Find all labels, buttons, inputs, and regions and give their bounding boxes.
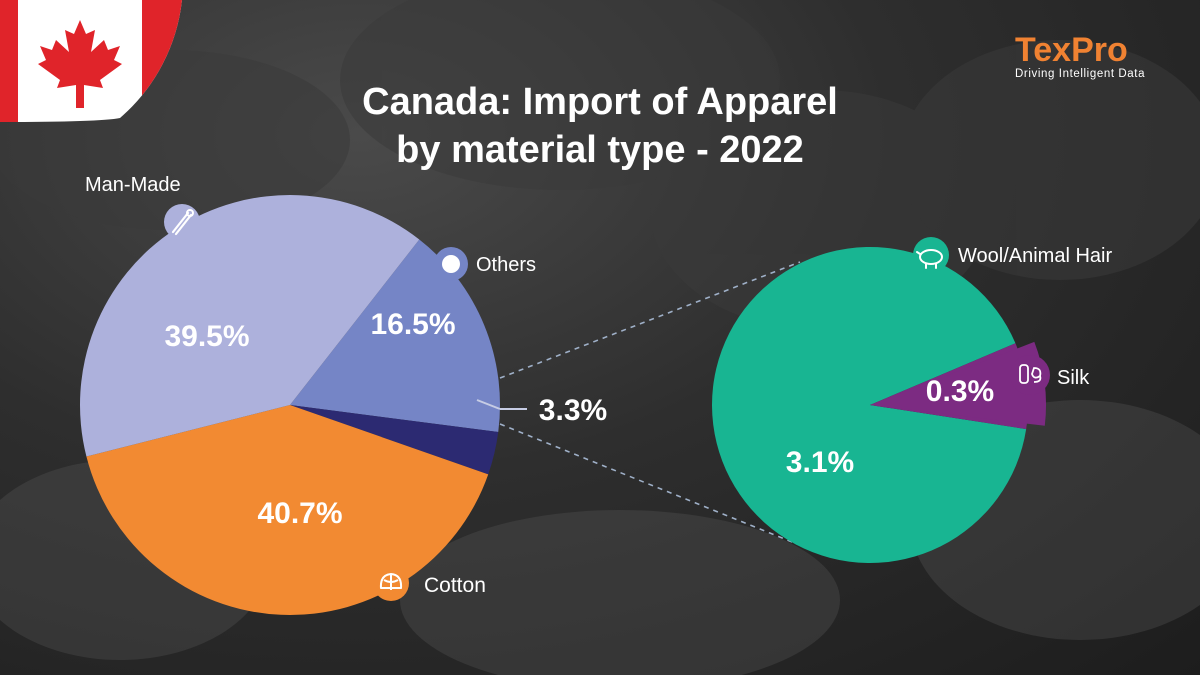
- label-man-made-name: Man-Made: [85, 174, 181, 196]
- page-title: Canada: Import of Apparel by material ty…: [0, 78, 1200, 174]
- pie-slice-wool: [711, 246, 1027, 563]
- detail-pie: [711, 246, 1046, 563]
- dot-icon: [434, 247, 468, 281]
- label-silk-name: Silk: [1057, 367, 1090, 389]
- pie-slice-others: [290, 239, 500, 433]
- label-others-value: 16.5%: [370, 308, 455, 341]
- label-man-made-value: 39.5%: [164, 320, 249, 353]
- maple-leaf-icon: [38, 20, 122, 108]
- safety-pin-icon: [164, 204, 200, 240]
- texpro-logo: TexPro Driving Intelligent Data: [1015, 32, 1185, 80]
- label-wool-value: 3.1%: [786, 446, 854, 479]
- silkworm-icon: [1010, 355, 1050, 395]
- connector-line-top: [499, 261, 801, 379]
- label-others-name: Others: [476, 254, 536, 276]
- sheep-icon: [913, 237, 949, 273]
- title-line-1: Canada: Import of Apparel: [362, 81, 838, 123]
- label-gap-value: 3.3%: [539, 394, 607, 427]
- label-cotton-name: Cotton: [424, 574, 486, 597]
- connector-line-bottom: [499, 423, 803, 547]
- pie-slice-silk-extent: [870, 341, 1046, 426]
- label-wool-name: Wool/Animal Hair: [958, 245, 1112, 267]
- title-line-2: by material type - 2022: [396, 129, 804, 171]
- logo-wordmark: TexPro: [1015, 31, 1128, 69]
- label-cotton-value: 40.7%: [257, 497, 342, 530]
- logo-tagline: Driving Intelligent Data: [1015, 68, 1146, 80]
- pie-slice-man-made: [79, 194, 420, 457]
- pie-slice-wool-silk: [290, 405, 499, 475]
- gap-slice-leader: [476, 399, 501, 410]
- cotton-flower-icon: [373, 565, 409, 601]
- canada-flag: [0, 0, 182, 122]
- pie-slice-cotton: [86, 405, 489, 615]
- main-pie: [79, 194, 500, 615]
- label-silk-value: 0.3%: [926, 375, 994, 408]
